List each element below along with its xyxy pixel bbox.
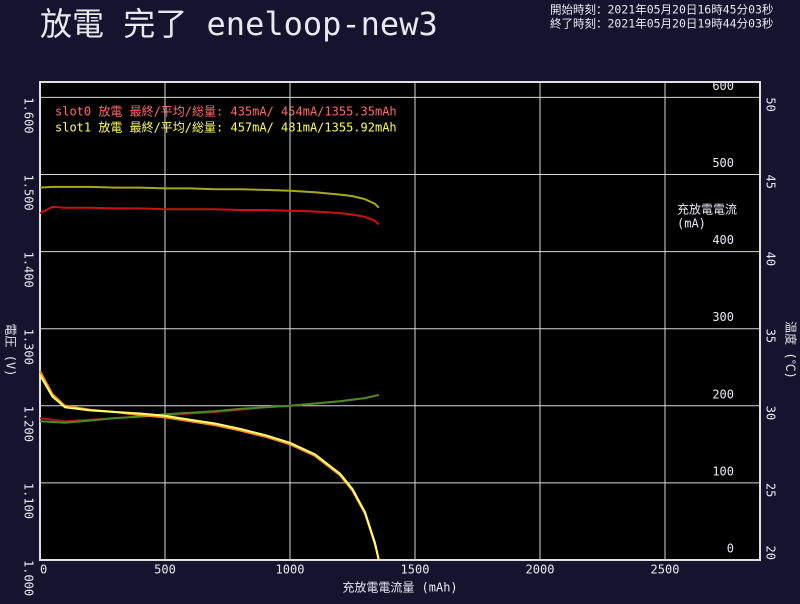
y-tick-label: 1.300 [22, 329, 36, 365]
y-tick-label: 1.400 [22, 252, 36, 288]
legend-entry: slot1 放電 最終/平均/総量: 457mA/ 481mA/1355.92m… [55, 120, 397, 135]
y2-tick-label: 400 [712, 233, 734, 247]
y2-tick-label: 100 [712, 464, 734, 478]
y3-tick-label: 30 [764, 406, 778, 420]
y2-axis-label: 充放電電流 [677, 202, 737, 217]
plot-area [39, 81, 761, 561]
y3-tick-label: 45 [764, 175, 778, 189]
x-tick-label: 1000 [276, 563, 305, 577]
y2-tick-label: 0 [727, 542, 734, 556]
y-axis-label: 電圧 (V) [4, 324, 18, 377]
y2-tick-label: 600 [712, 79, 734, 93]
y-tick-label: 1.600 [22, 97, 36, 133]
start-time: 開始時刻：2021年05月20日16時45分03秒 [550, 3, 773, 17]
y-tick-label: 1.500 [22, 175, 36, 211]
y3-tick-label: 40 [764, 252, 778, 266]
x-tick-label: 1500 [401, 563, 430, 577]
y3-tick-label: 35 [764, 329, 778, 343]
y2-tick-label: 200 [712, 387, 734, 401]
chart-title: 放電 完了 eneloop-new3 [40, 5, 438, 43]
x-tick-label: 2000 [526, 563, 555, 577]
legend-entry: slot0 放電 最終/平均/総量: 435mA/ 454mA/1355.35m… [55, 104, 397, 119]
y2-tick-label: 500 [712, 156, 734, 170]
y-tick-label: 1.200 [22, 406, 36, 442]
data-line [39, 374, 380, 561]
data-line [39, 205, 380, 226]
y3-axis-label: 温度 (℃) [784, 321, 799, 379]
x-axis-label: 充放電電流量 (mAh) [342, 580, 457, 595]
data-line [39, 394, 380, 424]
y3-tick-label: 20 [764, 546, 778, 560]
x-tick-label: 0 [40, 563, 47, 577]
y3-tick-label: 25 [764, 483, 778, 497]
data-line [39, 185, 380, 209]
y2-tick-label: 300 [712, 310, 734, 324]
x-tick-label: 500 [154, 563, 176, 577]
y-tick-label: 1.000 [22, 560, 36, 596]
y3-tick-label: 50 [764, 97, 778, 111]
y-tick-label: 1.100 [22, 483, 36, 519]
y2-axis-label: (mA) [677, 217, 706, 231]
x-tick-label: 2500 [651, 563, 680, 577]
end-time: 終了時刻：2021年05月20日19時44分03秒 [550, 17, 773, 31]
